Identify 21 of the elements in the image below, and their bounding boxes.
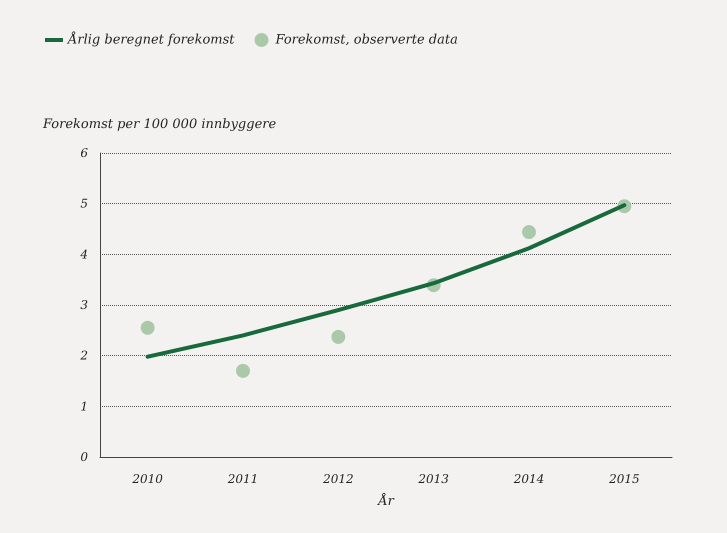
y-tick-label: 1 bbox=[80, 399, 88, 414]
x-tick-label: 2010 bbox=[131, 472, 164, 486]
x-tick-label: 2011 bbox=[226, 472, 258, 486]
y-tick-label: 6 bbox=[80, 146, 88, 160]
y-tick-label: 4 bbox=[79, 247, 88, 262]
legend-label: Årlig beregnet forekomst bbox=[66, 30, 236, 48]
point bbox=[331, 330, 346, 344]
legend-label: Forekomst, observerte data bbox=[274, 32, 458, 48]
y-tick-label: 0 bbox=[80, 450, 88, 464]
x-tick-label: 2014 bbox=[512, 472, 544, 486]
point bbox=[522, 225, 536, 240]
x-tick-label: 2012 bbox=[322, 472, 354, 486]
point bbox=[140, 320, 155, 335]
y-axis-title: Forekomst per 100 000 innbyggere bbox=[42, 117, 276, 132]
y-tick-label: 5 bbox=[80, 196, 88, 211]
y-tick-label: 3 bbox=[80, 298, 88, 312]
point bbox=[236, 364, 250, 378]
x-tick-label: 2013 bbox=[417, 472, 450, 486]
x-tick-label: 2015 bbox=[608, 472, 640, 486]
y-tick-label: 2 bbox=[79, 348, 88, 363]
x-axis-title: År bbox=[376, 492, 395, 509]
